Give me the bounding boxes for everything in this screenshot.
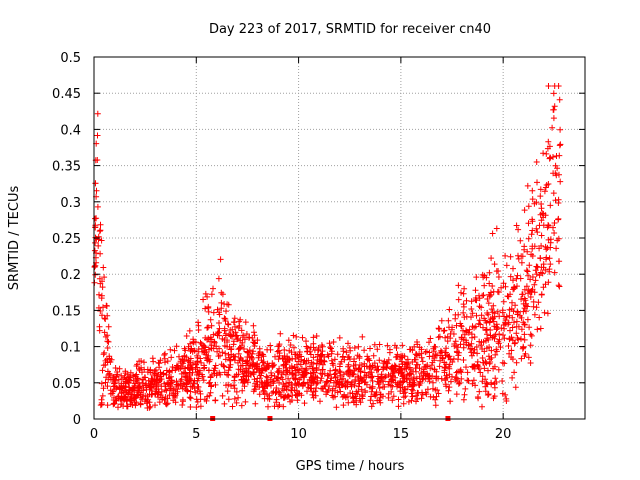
y-axis-label: SRMTID / TECUs <box>7 186 22 291</box>
y-tick-label: 0.15 <box>52 304 81 319</box>
x-tick-label: 10 <box>290 427 307 442</box>
y-tick-label: 0.5 <box>60 51 81 66</box>
chart-title: Day 223 of 2017, SRMTID for receiver cn4… <box>209 22 491 37</box>
y-tick-label: 0.45 <box>52 87 81 102</box>
y-tick-label: 0.35 <box>52 160 81 175</box>
y-tick-label: 0.1 <box>60 341 81 356</box>
x-tick-label: 0 <box>90 427 98 442</box>
axis-ticks <box>93 56 585 420</box>
y-tick-label: 0.3 <box>60 196 81 211</box>
y-tick-label: 0.2 <box>60 268 81 283</box>
x-tick-labels: 0 5 10 15 20 <box>90 427 512 442</box>
y-tick-label: 0.4 <box>60 123 81 138</box>
y-tick-labels: 0 0.05 0.1 0.15 0.2 0.25 0.3 0.35 0.4 0.45 0.5 <box>52 51 81 428</box>
x-tick-label: 15 <box>393 427 410 442</box>
data-points <box>91 83 564 421</box>
x-tick-label: 20 <box>495 427 512 442</box>
y-tick-label: 0 <box>73 413 81 428</box>
y-tick-label: 0.25 <box>52 232 81 247</box>
x-tick-label: 5 <box>192 427 200 442</box>
x-axis-label: GPS time / hours <box>296 459 405 474</box>
data-point-markers <box>91 83 564 411</box>
y-tick-label: 0.05 <box>52 377 81 392</box>
